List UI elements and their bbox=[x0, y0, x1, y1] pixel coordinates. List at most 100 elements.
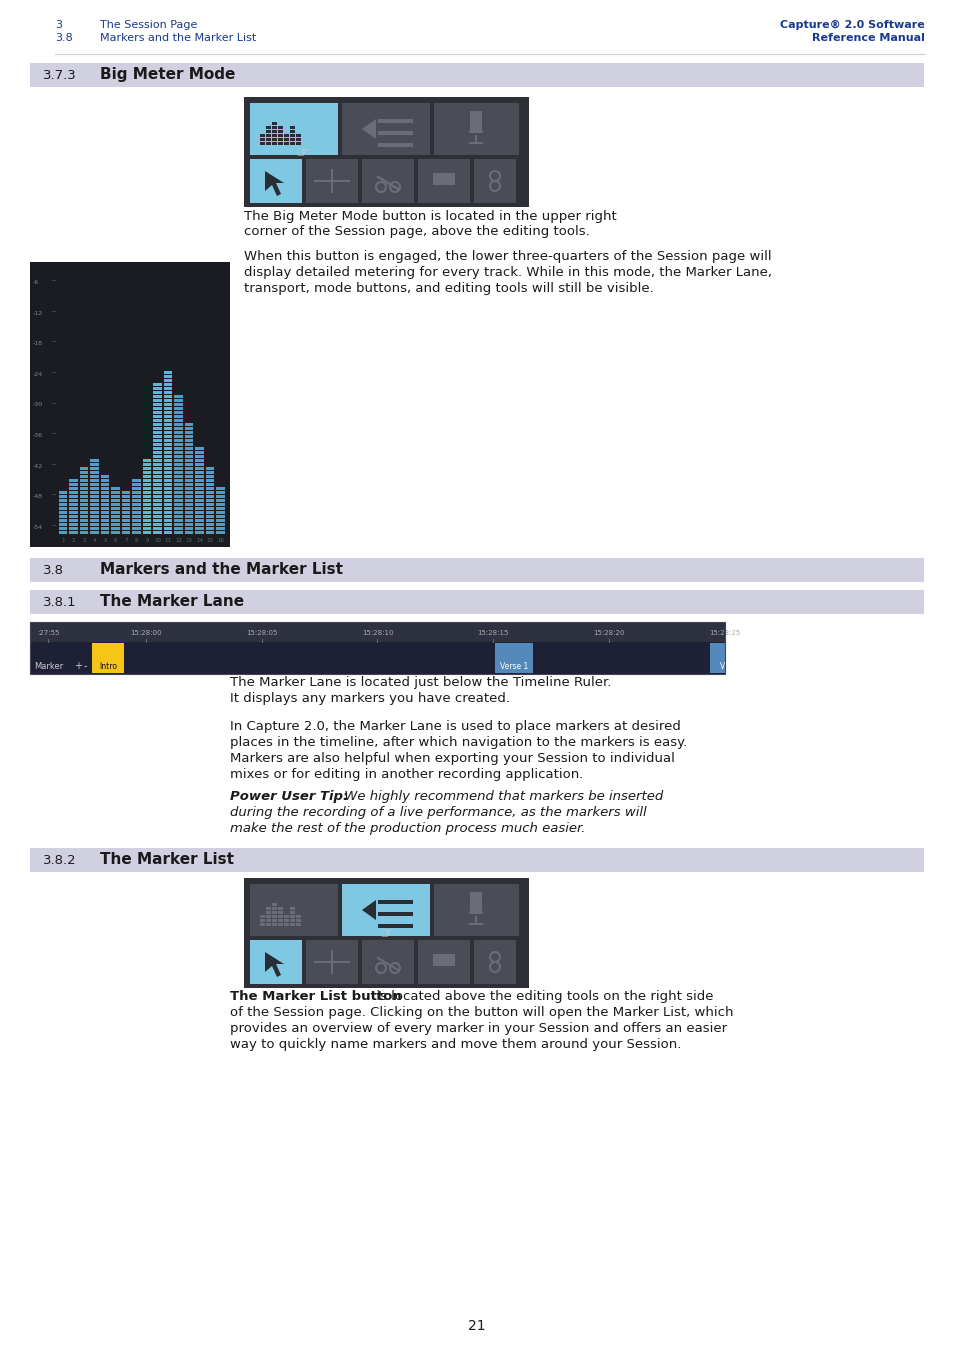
Bar bbox=[206, 522, 214, 526]
Bar bbox=[91, 483, 99, 486]
Bar bbox=[122, 531, 131, 535]
Bar bbox=[284, 915, 289, 918]
Bar bbox=[434, 103, 518, 155]
Bar bbox=[164, 531, 172, 535]
Bar bbox=[91, 526, 99, 531]
Bar bbox=[59, 491, 68, 494]
Bar bbox=[80, 514, 89, 518]
Bar bbox=[164, 459, 172, 462]
Bar bbox=[174, 500, 183, 502]
Bar bbox=[272, 903, 276, 906]
Bar bbox=[290, 911, 294, 914]
Bar bbox=[195, 451, 204, 454]
Bar bbox=[153, 475, 162, 478]
Bar bbox=[272, 915, 276, 918]
Bar bbox=[174, 396, 183, 398]
Bar bbox=[266, 138, 271, 140]
Bar bbox=[164, 410, 172, 414]
Bar bbox=[174, 526, 183, 531]
Bar bbox=[122, 500, 131, 502]
Bar bbox=[284, 919, 289, 922]
Bar bbox=[164, 447, 172, 450]
Bar bbox=[122, 514, 131, 518]
Bar bbox=[30, 643, 724, 674]
Bar bbox=[174, 447, 183, 450]
Bar bbox=[185, 526, 193, 531]
Bar bbox=[91, 463, 99, 466]
Bar bbox=[30, 622, 724, 674]
Bar bbox=[132, 495, 141, 498]
Bar bbox=[195, 518, 204, 522]
Bar bbox=[195, 459, 204, 462]
Bar bbox=[185, 491, 193, 494]
Bar bbox=[101, 514, 110, 518]
Bar bbox=[164, 400, 172, 402]
Bar bbox=[59, 504, 68, 506]
Text: 7: 7 bbox=[125, 539, 128, 543]
Bar bbox=[195, 463, 204, 466]
Bar bbox=[174, 439, 183, 441]
Bar bbox=[290, 907, 294, 910]
Bar bbox=[277, 130, 283, 134]
Text: -24: -24 bbox=[33, 371, 43, 377]
Text: -6: -6 bbox=[33, 279, 39, 285]
Bar bbox=[195, 479, 204, 482]
Text: 15:28:05: 15:28:05 bbox=[246, 630, 277, 636]
Bar bbox=[295, 142, 301, 144]
Bar bbox=[195, 504, 204, 506]
Bar bbox=[101, 531, 110, 535]
Bar bbox=[361, 940, 414, 984]
Bar bbox=[174, 435, 183, 437]
Bar bbox=[132, 483, 141, 486]
Bar bbox=[314, 961, 350, 963]
Bar bbox=[164, 375, 172, 378]
Bar bbox=[80, 467, 89, 470]
Bar bbox=[164, 423, 172, 427]
Bar bbox=[195, 475, 204, 478]
Bar bbox=[153, 410, 162, 414]
Bar bbox=[132, 512, 141, 514]
Text: during the recording of a live performance, as the markers will: during the recording of a live performan… bbox=[230, 806, 646, 819]
Bar bbox=[216, 518, 225, 522]
Text: The Marker Lane: The Marker Lane bbox=[100, 594, 244, 609]
Text: mixes or for editing in another recording application.: mixes or for editing in another recordin… bbox=[230, 768, 583, 782]
Bar bbox=[185, 455, 193, 458]
Bar bbox=[206, 500, 214, 502]
Bar bbox=[272, 907, 276, 910]
Bar bbox=[185, 463, 193, 466]
Bar bbox=[112, 531, 120, 535]
Bar bbox=[80, 522, 89, 526]
Bar bbox=[174, 504, 183, 506]
Text: Capture® 2.0 Software: Capture® 2.0 Software bbox=[780, 20, 924, 30]
Bar bbox=[153, 500, 162, 502]
Bar bbox=[153, 400, 162, 402]
Bar bbox=[122, 504, 131, 506]
Bar bbox=[143, 526, 152, 531]
Text: Big Meter Mode: Big Meter Mode bbox=[100, 68, 235, 82]
Bar bbox=[377, 119, 413, 123]
Text: -42: -42 bbox=[33, 464, 43, 468]
Bar bbox=[216, 522, 225, 526]
Bar bbox=[164, 487, 172, 490]
Bar bbox=[164, 443, 172, 446]
Bar bbox=[122, 526, 131, 531]
Wedge shape bbox=[469, 907, 482, 914]
Bar bbox=[70, 483, 78, 486]
Bar bbox=[143, 463, 152, 466]
Bar bbox=[185, 439, 193, 441]
Bar bbox=[143, 479, 152, 482]
Bar bbox=[195, 495, 204, 498]
Bar bbox=[195, 471, 204, 474]
Bar bbox=[260, 919, 265, 922]
Bar bbox=[174, 518, 183, 522]
Bar bbox=[417, 940, 470, 984]
Bar bbox=[101, 491, 110, 494]
Bar bbox=[164, 475, 172, 478]
Bar bbox=[164, 427, 172, 431]
Bar bbox=[174, 522, 183, 526]
Bar bbox=[195, 500, 204, 502]
Bar bbox=[195, 514, 204, 518]
Bar bbox=[216, 508, 225, 510]
Bar bbox=[59, 495, 68, 498]
Bar bbox=[132, 531, 141, 535]
